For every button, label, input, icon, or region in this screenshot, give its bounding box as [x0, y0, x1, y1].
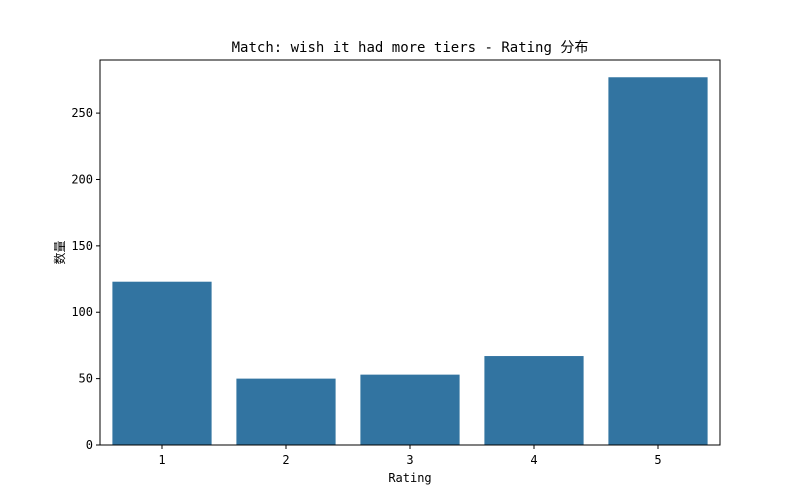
- bar-rating-1: [112, 281, 212, 445]
- x-axis-ticks: 1 2 3 4 5: [158, 445, 662, 467]
- x-tick-label: 3: [406, 453, 413, 467]
- y-tick-label: 250: [71, 106, 93, 120]
- chart-title: Match: wish it had more tiers - Rating 分…: [232, 40, 589, 56]
- y-tick-label: 150: [71, 239, 93, 253]
- y-tick-label: 50: [79, 372, 93, 386]
- y-axis-label: 数量: [52, 240, 67, 264]
- bar-rating-4: [484, 356, 584, 445]
- y-axis-ticks: 0 50 100 150 200 250: [71, 106, 100, 452]
- plot-frame: [99, 59, 721, 446]
- x-tick-label: 4: [530, 453, 537, 467]
- x-tick-label: 1: [158, 453, 165, 467]
- bars-group: [112, 77, 708, 446]
- x-tick-label: 5: [654, 453, 661, 467]
- x-tick-label: 2: [282, 453, 289, 467]
- y-tick-label: 200: [71, 172, 93, 186]
- bar-rating-2: [236, 378, 336, 445]
- x-axis-label: Rating: [388, 471, 431, 485]
- y-tick-label: 100: [71, 305, 93, 319]
- bar-rating-5: [608, 77, 708, 446]
- bar-rating-3: [360, 374, 460, 445]
- y-tick-label: 0: [86, 438, 93, 452]
